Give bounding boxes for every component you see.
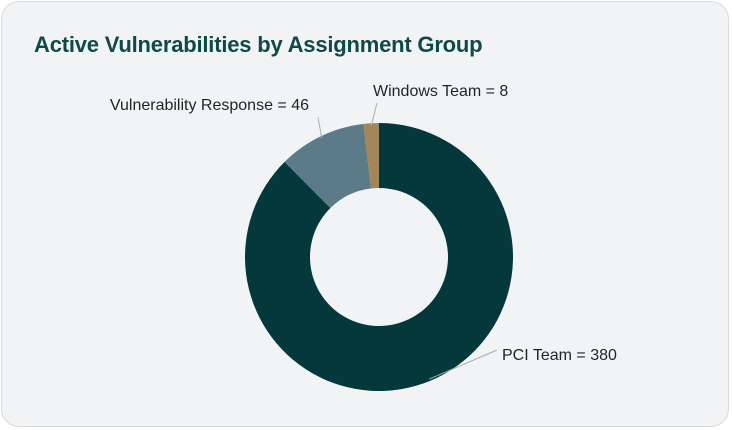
leader-line-vulnerability-response <box>317 116 323 139</box>
donut-slices <box>244 123 513 391</box>
slice-vulnerability-response[interactable] <box>284 123 372 209</box>
slice-label-pci-team: PCI Team = 380 <box>502 347 617 364</box>
leader-line-pci-team <box>429 349 498 380</box>
slice-label-vulnerability-response: Vulnerability Response = 46 <box>110 97 309 114</box>
leader-line-windows-team <box>370 102 378 126</box>
leader-lines <box>317 102 498 380</box>
slice-pci-team[interactable] <box>244 123 513 391</box>
slice-label-windows-team: Windows Team = 8 <box>373 83 508 100</box>
chart-title: Active Vulnerabilities by Assignment Gro… <box>34 32 483 57</box>
slice-windows-team[interactable] <box>363 123 379 189</box>
